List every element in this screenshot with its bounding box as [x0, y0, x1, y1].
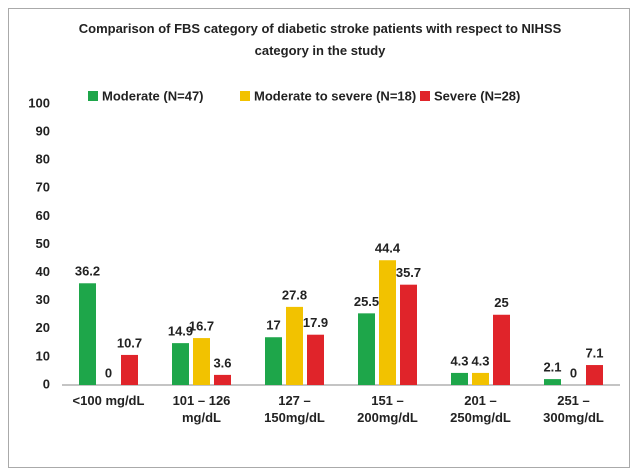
- legend-label: Moderate to severe (N=18): [254, 88, 416, 103]
- chart-frame: [8, 8, 630, 468]
- bar: [400, 284, 417, 385]
- y-tick-label: 60: [36, 208, 50, 223]
- chart-title: Comparison of FBS category of diabetic s…: [78, 21, 562, 58]
- bar: [586, 365, 603, 385]
- x-tick-label: 151 – 200mg/dL: [357, 393, 418, 425]
- x-tick-label: 101 – 126 mg/dL: [172, 393, 231, 425]
- data-label: 10.7: [117, 335, 142, 350]
- y-tick-label: 90: [36, 124, 50, 139]
- y-tick-label: 80: [36, 152, 50, 167]
- y-tick-label: 70: [36, 180, 50, 195]
- legend-label: Moderate (N=47): [102, 88, 204, 103]
- bar: [121, 354, 138, 385]
- data-label: 17.9: [303, 315, 328, 330]
- bar: [451, 372, 468, 385]
- bar: [172, 343, 189, 385]
- y-tick-label: 10: [36, 348, 50, 363]
- y-tick-label: 100: [28, 95, 50, 110]
- bar: [286, 306, 303, 385]
- legend-swatch: [420, 91, 430, 101]
- data-label: 36.2: [75, 264, 100, 279]
- data-label: 44.4: [375, 241, 401, 256]
- data-label: 35.7: [396, 265, 421, 280]
- y-tick-label: 50: [36, 236, 50, 251]
- x-tick-label: 251 – 300mg/dL: [543, 393, 604, 425]
- legend-swatch: [88, 91, 98, 101]
- data-label: 3.6: [213, 355, 231, 370]
- bar: [358, 313, 375, 385]
- data-label: 7.1: [585, 345, 603, 360]
- data-label: 14.9: [168, 324, 193, 339]
- bar: [265, 337, 282, 385]
- y-tick-label: 40: [36, 264, 50, 279]
- bar: [214, 374, 231, 385]
- data-label: 27.8: [282, 287, 307, 302]
- data-label: 25.5: [354, 294, 379, 309]
- data-label: 16.7: [189, 319, 214, 334]
- data-label: 0: [105, 365, 112, 380]
- x-tick-label: <100 mg/dL: [72, 393, 145, 408]
- data-label: 4.3: [471, 353, 489, 368]
- bar: [193, 338, 210, 385]
- y-tick-label: 0: [43, 376, 50, 391]
- y-tick-label: 20: [36, 320, 50, 335]
- data-label: 17: [266, 318, 280, 333]
- legend-swatch: [240, 91, 250, 101]
- legend-label: Severe (N=28): [434, 88, 520, 103]
- data-label: 25: [494, 295, 508, 310]
- bar: [379, 260, 396, 385]
- x-tick-label: 201 – 250mg/dL: [450, 393, 511, 425]
- bar: [472, 372, 489, 385]
- data-label: 2.1: [543, 360, 561, 375]
- data-label: 0: [570, 365, 577, 380]
- bar: [493, 314, 510, 385]
- bar: [79, 283, 96, 385]
- bar: [307, 334, 324, 385]
- y-tick-label: 30: [36, 292, 50, 307]
- data-label: 4.3: [450, 353, 468, 368]
- bar: [544, 379, 561, 385]
- x-tick-label: 127 – 150mg/dL: [264, 393, 325, 425]
